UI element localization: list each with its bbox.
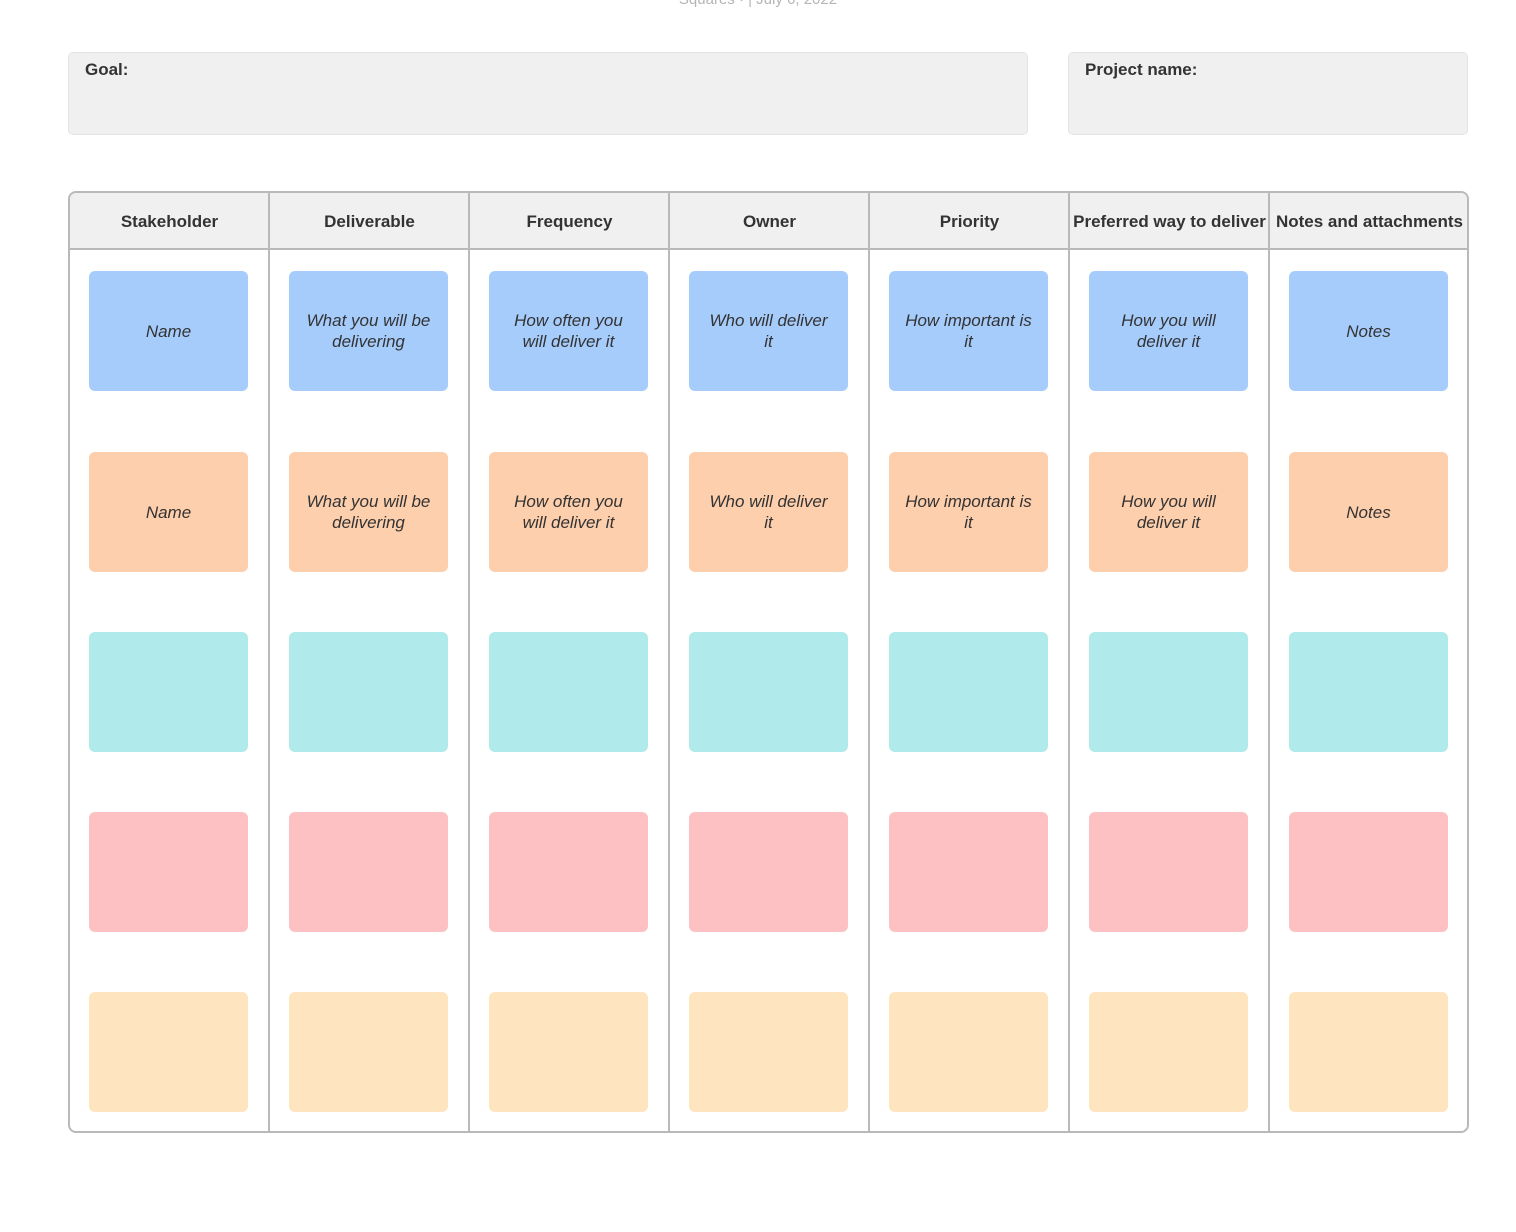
sticky-note[interactable] <box>889 632 1048 752</box>
column-header-deliverable: Deliverable <box>324 212 415 231</box>
sticky-note[interactable]: What you will be delivering <box>289 271 448 391</box>
sticky-note[interactable] <box>489 992 648 1112</box>
column-header-row <box>70 193 1467 250</box>
sticky-note[interactable] <box>489 632 648 752</box>
sticky-note[interactable] <box>1289 992 1448 1112</box>
sticky-note[interactable]: How important is it <box>889 271 1048 391</box>
sticky-note[interactable]: How you will deliver it <box>1089 452 1248 572</box>
sticky-note[interactable] <box>689 632 848 752</box>
sticky-note[interactable]: How you will deliver it <box>1089 271 1248 391</box>
sticky-note[interactable] <box>1089 812 1248 932</box>
sticky-note[interactable] <box>289 812 448 932</box>
sticky-note[interactable] <box>689 812 848 932</box>
column-divider <box>1068 193 1070 1131</box>
column-divider <box>868 193 870 1131</box>
sticky-note[interactable] <box>1289 812 1448 932</box>
sticky-note[interactable]: Notes <box>1289 271 1448 391</box>
column-header-notes-and-attachments: Notes and attachments <box>1275 212 1464 231</box>
column-divider <box>1268 193 1270 1131</box>
sticky-note[interactable] <box>89 632 248 752</box>
sticky-note[interactable]: Who will deliver it <box>689 271 848 391</box>
sticky-note[interactable]: How often you will deliver it <box>489 452 648 572</box>
goal-field[interactable]: Goal: <box>68 52 1028 135</box>
sticky-note[interactable] <box>889 992 1048 1112</box>
sticky-note[interactable] <box>289 632 448 752</box>
sticky-note[interactable]: Name <box>89 452 248 572</box>
document-meta: Squares · | July 6, 2022 <box>0 0 1516 8</box>
sticky-note[interactable] <box>489 812 648 932</box>
goal-label: Goal: <box>85 60 129 79</box>
column-header-stakeholder: Stakeholder <box>120 212 219 231</box>
sticky-note[interactable]: Name <box>89 271 248 391</box>
column-header-frequency: Frequency <box>526 212 613 231</box>
column-header-owner: Owner <box>743 212 796 231</box>
column-divider <box>268 193 270 1131</box>
column-divider <box>668 193 670 1131</box>
sticky-note[interactable] <box>89 992 248 1112</box>
column-divider <box>468 193 470 1131</box>
sticky-note[interactable] <box>889 812 1048 932</box>
sticky-note[interactable] <box>1089 992 1248 1112</box>
sticky-note[interactable] <box>1089 632 1248 752</box>
communication-plan-board: Stakeholder Deliverable Frequency Owner Prio… <box>68 191 1469 1133</box>
column-header-preferred-way-to-deliver: Preferred way to deliver <box>1073 212 1266 231</box>
sticky-note[interactable] <box>689 992 848 1112</box>
sticky-note[interactable] <box>289 992 448 1112</box>
sticky-note[interactable] <box>89 812 248 932</box>
column-header-priority: Priority <box>939 212 1000 231</box>
sticky-note[interactable]: How important is it <box>889 452 1048 572</box>
project-name-label: Project name: <box>1085 60 1198 79</box>
sticky-note[interactable] <box>1289 632 1448 752</box>
sticky-note[interactable]: What you will be delivering <box>289 452 448 572</box>
sticky-note[interactable]: How often you will deliver it <box>489 271 648 391</box>
sticky-note[interactable]: Who will deliver it <box>689 452 848 572</box>
project-name-field[interactable]: Project name: <box>1068 52 1468 135</box>
sticky-note[interactable]: Notes <box>1289 452 1448 572</box>
